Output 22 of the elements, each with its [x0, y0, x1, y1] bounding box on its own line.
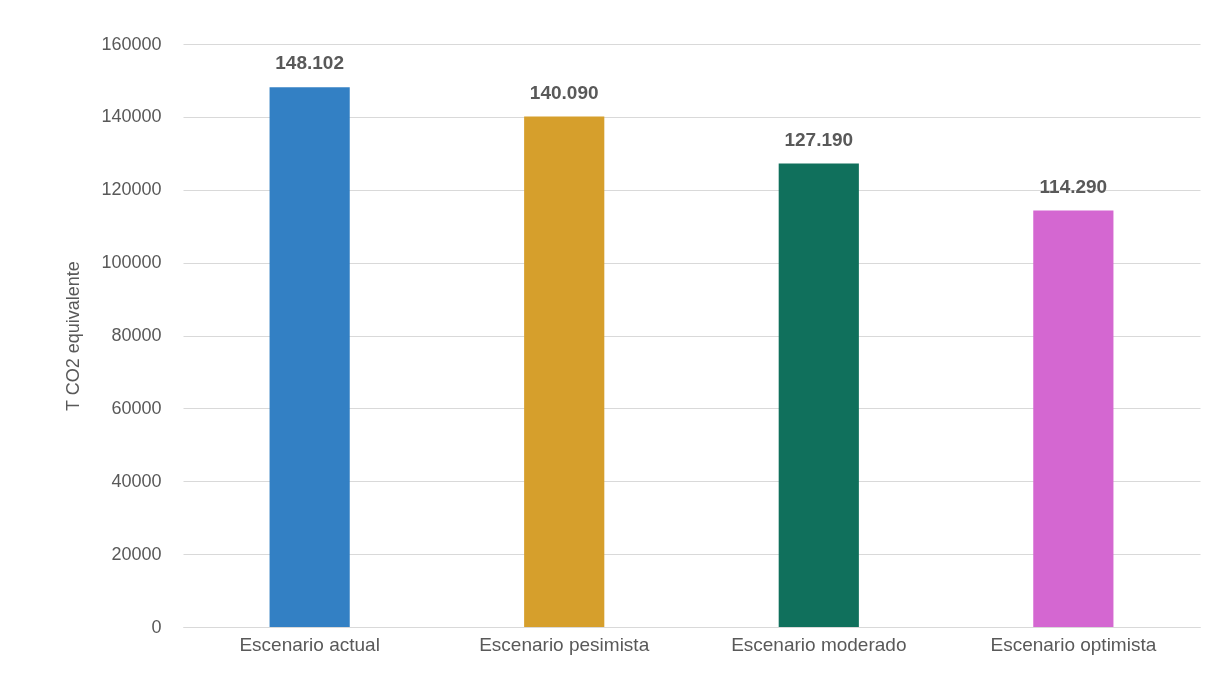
bar — [524, 116, 605, 627]
y-tick-label: 0 — [151, 616, 162, 637]
data-label: 114.290 — [1039, 175, 1108, 197]
y-axis-title: T CO2 equivalente — [63, 261, 84, 411]
y-tick-label: 140000 — [101, 106, 162, 127]
bar — [778, 163, 859, 627]
y-tick-label: 100000 — [101, 252, 162, 273]
bar — [1033, 210, 1114, 627]
x-tick-label: Escenario optimista — [990, 633, 1157, 655]
y-tick-label: 80000 — [111, 325, 162, 345]
x-tick-label: Escenario pesimista — [479, 633, 650, 655]
data-label: 140.090 — [529, 81, 599, 103]
data-label: 127.190 — [784, 128, 854, 150]
y-tick-label: 40000 — [111, 470, 162, 491]
data-label: 148.102 — [275, 52, 344, 74]
x-tick-label: Escenario moderado — [731, 633, 907, 655]
y-tick-label: 20000 — [111, 543, 162, 564]
bar — [269, 87, 350, 627]
y-tick-label: 120000 — [101, 179, 162, 200]
y-tick-label: 160000 — [101, 33, 162, 54]
x-tick-label: Escenario actual — [239, 633, 380, 655]
y-tick-label: 60000 — [111, 397, 162, 418]
